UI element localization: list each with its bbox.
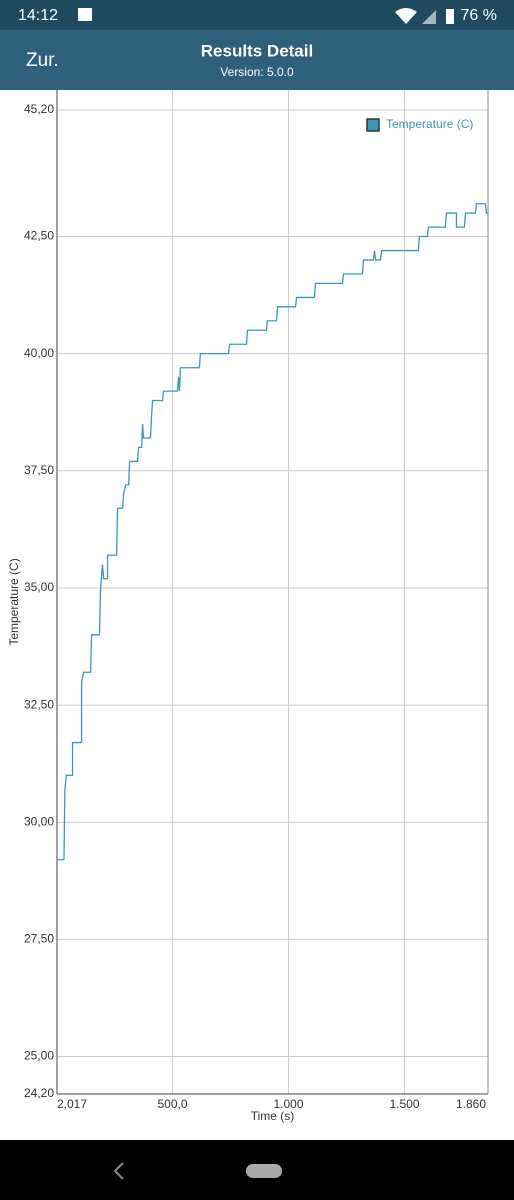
x-tick-label: 2,017: [57, 1097, 87, 1111]
header-title: Results Detail: [201, 41, 313, 60]
nav-back[interactable]: [113, 1162, 124, 1180]
header-subtitle: Version: 5.0.0: [220, 65, 294, 79]
y-tick-label: 24,20: [24, 1086, 54, 1100]
y-tick-label: 25,00: [24, 1049, 54, 1063]
y-tick-label: 27,50: [24, 932, 54, 946]
wifi-icon: [395, 8, 417, 24]
legend-label: Temperature (C): [386, 117, 473, 131]
y-tick-label: 37,50: [24, 463, 54, 477]
x-tick-label: 1.500: [389, 1097, 419, 1111]
battery-level: 76 %: [461, 7, 497, 24]
y-tick-label: 42,50: [24, 229, 54, 243]
x-tick-label: 500,0: [158, 1097, 188, 1111]
x-tick-label: 1.860: [456, 1097, 486, 1111]
chart: 24,20 25,00 27,50 30,00 32,50 35,00 37,50 40,00…: [7, 90, 489, 1123]
image-icon: [78, 8, 92, 21]
back-button[interactable]: Zur.: [26, 50, 59, 71]
y-tick-label: 35,00: [24, 580, 54, 594]
y-tick-label: 45,20: [24, 102, 54, 116]
y-axis-label: Temperature (C): [7, 558, 21, 645]
nav-home[interactable]: [246, 1164, 282, 1178]
y-tick-label: 40,00: [24, 346, 54, 360]
status-bar: [0, 0, 514, 30]
header-bar: [0, 30, 514, 90]
y-tick-label: 32,50: [24, 697, 54, 711]
legend-swatch: [366, 118, 380, 132]
x-tick-label: 1.000: [273, 1097, 303, 1111]
data-line: [56, 203, 488, 861]
status-time: 14:12: [18, 7, 58, 24]
battery-icon: [446, 9, 454, 24]
signal-icon: [422, 10, 436, 24]
y-tick-label: 30,00: [24, 814, 54, 828]
x-axis-label: Time (s): [251, 1109, 295, 1123]
